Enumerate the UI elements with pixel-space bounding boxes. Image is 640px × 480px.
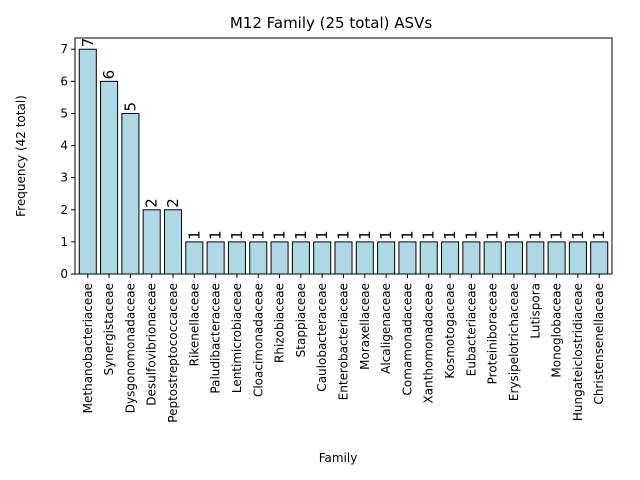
x-tick-label: Desulfovibrionaceae xyxy=(145,283,159,406)
bar-value-label: 1 xyxy=(377,230,395,240)
bar-value-label: 1 xyxy=(398,230,416,240)
bar-value-label: 1 xyxy=(271,230,289,240)
bar xyxy=(547,241,566,275)
bar xyxy=(206,241,225,275)
chart-title: M12 Family (25 total) ASVs xyxy=(230,14,433,32)
x-tick-label: Proteiniboraceae xyxy=(486,283,500,384)
x-tick-label: Rhizobiaceae xyxy=(273,283,287,363)
bar-value-label: 1 xyxy=(505,230,523,240)
bar xyxy=(568,241,587,275)
bar xyxy=(441,241,460,275)
x-tick-label: Eubacteriaceae xyxy=(464,283,478,376)
x-tick-label: Moraxellaceae xyxy=(358,283,372,370)
bar xyxy=(270,241,289,275)
bar xyxy=(590,241,609,275)
bar xyxy=(78,48,97,275)
x-tick-label: Xanthomonadaceae xyxy=(422,283,436,404)
bar-value-label: 1 xyxy=(548,230,566,240)
x-tick-label: Cloacimonadaceae xyxy=(251,283,265,397)
x-tick-label: Caulobacteraceae xyxy=(315,283,329,392)
bar xyxy=(185,241,204,275)
y-tick-label: 7 xyxy=(60,42,68,56)
bar xyxy=(100,80,119,275)
bar xyxy=(227,241,246,275)
bar-value-label: 1 xyxy=(249,230,267,240)
x-tick-label: Peptostreptococcaceae xyxy=(166,283,180,423)
plot-frame xyxy=(74,37,613,275)
bar xyxy=(526,241,545,275)
bar-value-label: 1 xyxy=(420,230,438,240)
x-tick-label: Lutispora xyxy=(528,283,542,339)
bar xyxy=(142,209,161,275)
bar xyxy=(355,241,374,275)
bar xyxy=(313,241,332,275)
x-tick-label: Comamonadaceae xyxy=(400,283,414,395)
bar xyxy=(462,241,481,275)
bar xyxy=(249,241,268,275)
x-tick-label: Monoglobaceae xyxy=(550,283,564,378)
y-tick-label: 5 xyxy=(60,106,68,120)
x-tick-label: Enterobacteriaceae xyxy=(337,283,351,400)
x-axis: Methanobacteriaceae Synergistaceae Dysgono… xyxy=(81,274,606,423)
x-tick-label: Christensenellaceae xyxy=(592,283,606,405)
y-tick-label: 4 xyxy=(60,139,68,153)
bar-value-label: 1 xyxy=(484,230,502,240)
bar-value-label: 1 xyxy=(526,230,544,240)
bar xyxy=(291,241,310,275)
bar xyxy=(334,241,353,275)
y-axis: 0 1 2 3 4 5 6 7 xyxy=(60,42,75,281)
x-tick-label: Erysipelotrichaceae xyxy=(507,283,521,401)
bar-value-label: 1 xyxy=(356,230,374,240)
y-tick-label: 6 xyxy=(60,74,68,88)
x-tick-label: Lentimicrobiaceae xyxy=(230,283,244,393)
bar-value-label: 1 xyxy=(207,230,225,240)
bar xyxy=(377,241,396,275)
x-tick-label: Alcaligenaceae xyxy=(379,283,393,374)
x-axis-label: Family xyxy=(319,451,358,465)
bar-value-label: 2 xyxy=(164,198,182,208)
y-axis-label: Frequency (42 total) xyxy=(14,95,28,217)
bar xyxy=(121,112,140,275)
bar-value-label: 1 xyxy=(335,230,353,240)
x-tick-label: Hungateiclostridiaceae xyxy=(571,283,585,421)
y-tick-label: 3 xyxy=(60,171,68,185)
x-tick-label: Synergistaceae xyxy=(102,283,116,375)
bar xyxy=(504,241,524,275)
bar xyxy=(419,241,438,275)
x-tick-label: Methanobacteriaceae xyxy=(81,283,95,413)
bar-value-label: 1 xyxy=(292,230,310,240)
bars-group xyxy=(78,48,609,275)
x-tick-label: Kosmotogaceae xyxy=(443,283,457,379)
bar xyxy=(164,209,183,275)
bar-value-label: 1 xyxy=(462,230,480,240)
bar-value-label: 1 xyxy=(185,230,203,240)
bar-value-label: 1 xyxy=(590,230,608,240)
y-tick-label: 2 xyxy=(60,203,68,217)
bar-value-label: 1 xyxy=(569,230,587,240)
x-tick-label: Rikenellaceae xyxy=(187,283,201,366)
bar-value-label: 1 xyxy=(313,230,331,240)
bar-value-label: 7 xyxy=(79,38,97,48)
bar-value-label: 5 xyxy=(121,102,139,112)
bar-value-label: 1 xyxy=(228,230,246,240)
bar-value-label: 2 xyxy=(143,198,161,208)
x-tick-label: Stappiaceae xyxy=(294,283,308,357)
x-tick-label: Paludibacteraceae xyxy=(209,283,223,394)
bar xyxy=(483,241,502,275)
y-tick-label: 1 xyxy=(60,235,68,249)
bar-value-label: 6 xyxy=(100,70,118,80)
bar-value-label: 1 xyxy=(441,230,459,240)
bar xyxy=(398,241,417,275)
x-tick-label: Dysgonomonadaceae xyxy=(123,283,137,413)
y-tick-label: 0 xyxy=(60,267,68,281)
